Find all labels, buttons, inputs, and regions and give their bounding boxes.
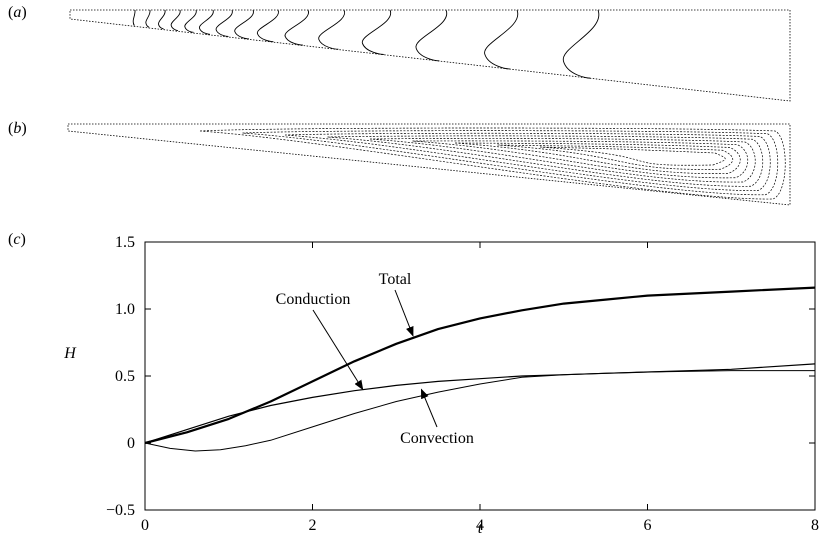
plot-frame <box>144 241 816 511</box>
isotherm-line <box>562 9 600 79</box>
x-tick-label: 6 <box>644 517 652 534</box>
annotation-convection-label: Convection <box>400 430 474 447</box>
heat-chart: −0.5 0 0.5 1.0 1.5 0 2 4 6 8 t H Total Conduction Conv… <box>63 234 819 537</box>
annotation-total-arrow <box>394 289 414 337</box>
isotherm-contours <box>132 9 600 79</box>
isotherm-line <box>257 9 279 43</box>
y-tick-label: 1.5 <box>115 234 135 251</box>
isotherm-line <box>284 9 309 46</box>
panel-a-wedge <box>69 9 791 102</box>
x-tick-label: 8 <box>811 517 819 534</box>
y-axis-label: H <box>63 345 77 362</box>
streamline-contour <box>327 135 764 187</box>
streamline-contour <box>369 138 756 183</box>
isotherm-line <box>318 9 345 50</box>
streamline-contour <box>412 140 749 179</box>
x-tick-label: 4 <box>476 517 484 534</box>
y-tick-label: 0.5 <box>115 368 135 385</box>
y-tick-label: 0 <box>127 435 135 452</box>
streamline-contour <box>284 132 771 191</box>
streamline-contour <box>539 146 726 166</box>
isotherm-line <box>362 9 391 55</box>
isotherm-line <box>199 9 214 35</box>
streamline-contour <box>454 142 741 174</box>
y-tick-label: −0.5 <box>106 502 135 519</box>
isotherm-line <box>484 9 519 70</box>
isotherm-line <box>415 9 448 62</box>
streamline-contour <box>497 144 734 170</box>
x-tick-label: 2 <box>309 517 317 534</box>
annotation-total-label: Total <box>379 271 412 288</box>
panel-b-wedge <box>67 123 791 206</box>
isotherm-line <box>132 9 136 26</box>
isotherm-line <box>215 9 233 37</box>
series-line-convection <box>144 370 815 452</box>
annotation-conduction-arrow <box>312 309 364 391</box>
isotherm-line <box>158 9 166 30</box>
x-axis-label: t <box>478 520 483 537</box>
annotation-conduction-label: Conduction <box>276 291 351 308</box>
isotherm-line <box>234 9 254 40</box>
streamline-contours <box>199 127 786 200</box>
isotherm-line <box>145 9 151 28</box>
isotherm-line <box>184 9 197 33</box>
annotation-convection-arrow <box>420 388 438 428</box>
streamline-contour <box>242 130 779 196</box>
panel-b-label: (b) <box>8 120 27 137</box>
panel-c-label: (c) <box>8 231 26 248</box>
isotherm-line <box>170 9 181 31</box>
y-tick-label: 1.0 <box>115 301 135 318</box>
series-line-total <box>144 286 816 445</box>
x-tick-label: 0 <box>141 517 149 534</box>
panel-a-label: (a) <box>8 4 27 21</box>
streamline-contour <box>199 127 786 200</box>
series-line-conduction <box>144 363 816 444</box>
